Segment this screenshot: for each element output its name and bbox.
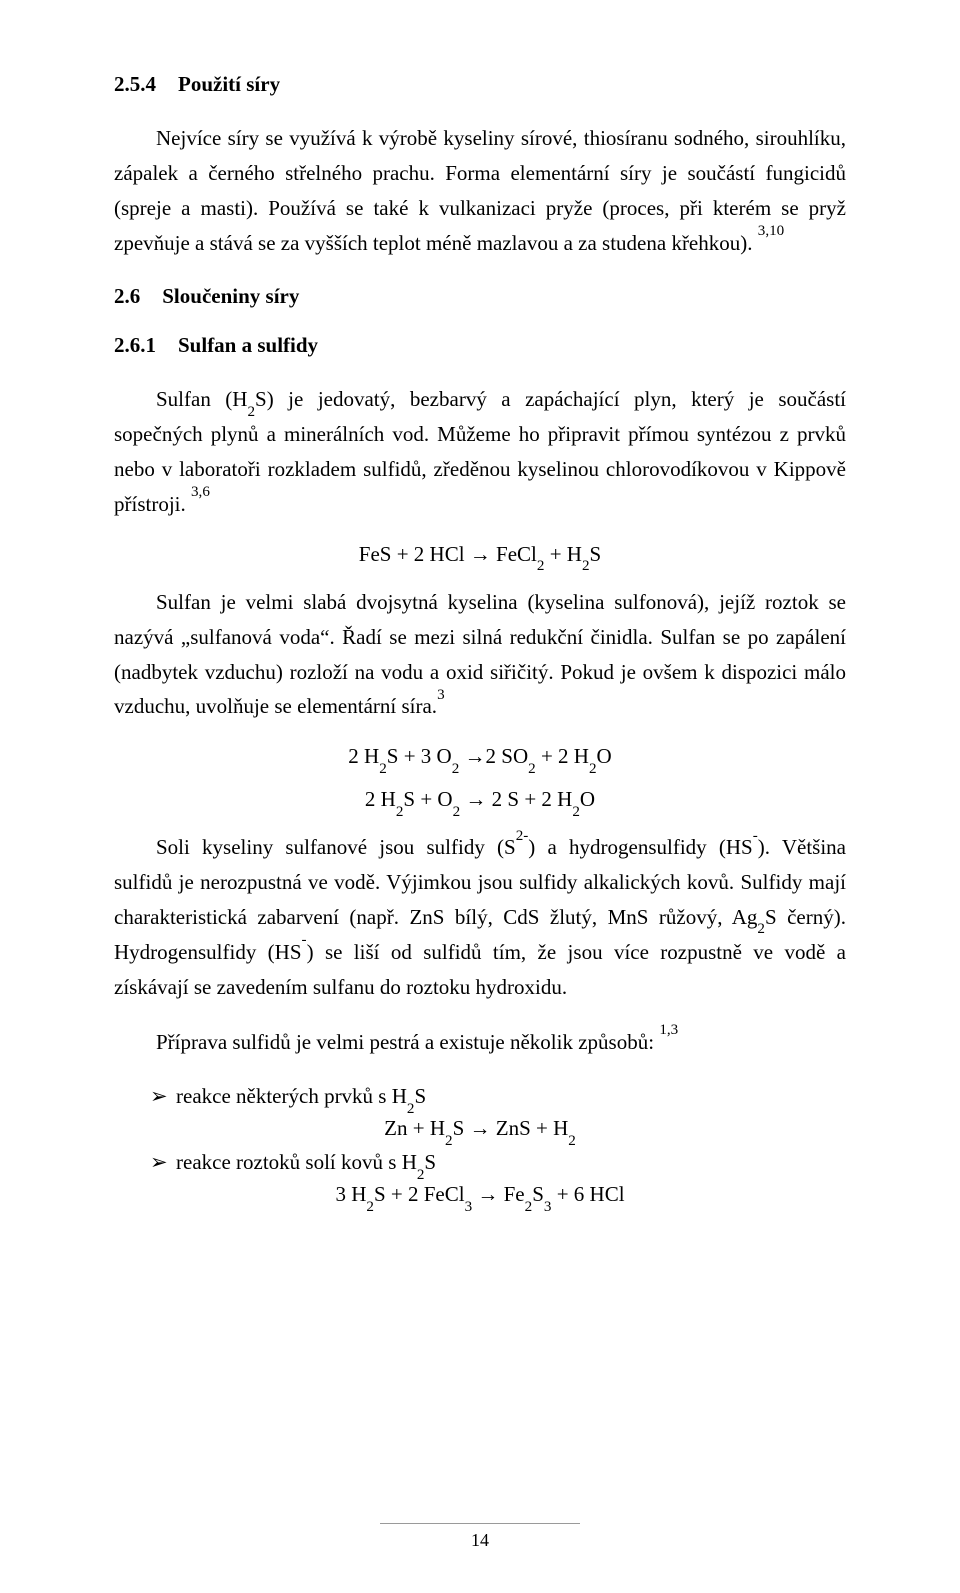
paragraph: Sulfan je velmi slabá dvojsytná kyselina…	[114, 585, 846, 724]
paragraph: Sulfan (H2S) je jedovatý, bezbarvý a zap…	[114, 382, 846, 521]
equation: 2 H2S + 3 O2 →2 SO2 + 2 H2O	[114, 744, 846, 769]
equation: 2 H2S + O2 → 2 S + 2 H2O	[114, 787, 846, 812]
list-item-text: reakce roztoků solí kovů s H2S	[176, 1150, 436, 1174]
heading-title: Sloučeniny síry	[162, 284, 299, 308]
page-footer: 14	[0, 1523, 960, 1551]
document-page: 2.5.4 Použití síry Nejvíce síry se využív…	[0, 0, 960, 1593]
heading-title: Použití síry	[178, 72, 280, 96]
heading-2-6-1: 2.6.1 Sulfan a sulfidy	[114, 333, 846, 358]
paragraph: Nejvíce síry se využívá k výrobě kyselin…	[114, 121, 846, 260]
bullet-arrow-icon: ➢	[150, 1079, 176, 1114]
list-item: ➢reakce některých prvků s H2S	[150, 1079, 846, 1114]
heading-number: 2.5.4	[114, 72, 156, 97]
heading-number: 2.6	[114, 284, 140, 309]
list-item-text: reakce některých prvků s H2S	[176, 1084, 426, 1108]
page-number: 14	[471, 1530, 489, 1550]
paragraph: Soli kyseliny sulfanové jsou sulfidy (S2…	[114, 830, 846, 1004]
heading-title: Sulfan a sulfidy	[178, 333, 318, 357]
equation: 3 H2S + 2 FeCl3 → Fe2S3 + 6 HCl	[114, 1182, 846, 1207]
equation: Zn + H2S → ZnS + H2	[114, 1116, 846, 1141]
paragraph: Příprava sulfidů je velmi pestrá a exist…	[114, 1025, 846, 1060]
heading-2-6: 2.6 Sloučeniny síry	[114, 284, 846, 309]
equation: FeS + 2 HCl → FeCl2 + H2S	[114, 542, 846, 567]
heading-number: 2.6.1	[114, 333, 156, 358]
list-item: ➢reakce roztoků solí kovů s H2S	[150, 1145, 846, 1180]
bullet-arrow-icon: ➢	[150, 1145, 176, 1180]
heading-2-5-4: 2.5.4 Použití síry	[114, 72, 846, 97]
footer-rule	[380, 1523, 580, 1524]
